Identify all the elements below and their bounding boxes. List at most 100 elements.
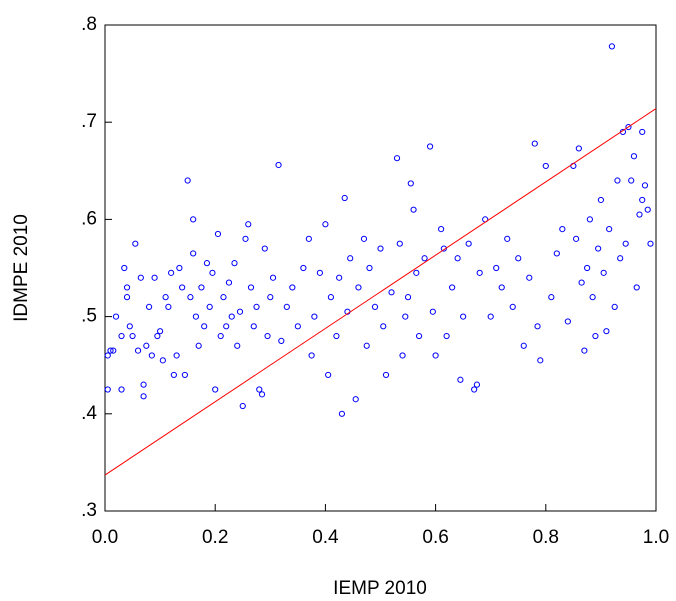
point — [399, 352, 406, 359]
point — [154, 332, 161, 340]
point — [377, 245, 384, 252]
point — [633, 284, 640, 291]
point — [173, 352, 180, 359]
point — [465, 240, 472, 247]
point — [382, 371, 390, 379]
point — [234, 342, 241, 349]
point — [267, 294, 274, 301]
point — [107, 347, 114, 354]
point — [407, 180, 414, 187]
point — [589, 294, 596, 301]
y-tick-label: .8 — [81, 14, 97, 35]
point — [404, 294, 412, 301]
point — [363, 342, 370, 349]
point — [159, 357, 166, 364]
point — [415, 332, 423, 340]
point — [212, 386, 219, 393]
y-tick-label: .5 — [81, 306, 97, 327]
point — [438, 226, 445, 233]
point — [217, 332, 224, 340]
point — [338, 410, 346, 417]
point — [578, 279, 585, 286]
point — [275, 161, 282, 169]
point — [157, 328, 164, 335]
point — [121, 264, 128, 272]
point — [471, 386, 478, 393]
point — [162, 294, 169, 301]
point — [559, 226, 566, 233]
point — [586, 216, 593, 223]
y-tick-label: .3 — [81, 500, 97, 521]
point — [239, 402, 246, 410]
point — [520, 342, 527, 349]
point — [603, 328, 610, 335]
point — [258, 391, 266, 398]
point — [294, 323, 301, 330]
point — [366, 264, 373, 272]
point — [261, 245, 268, 252]
point — [531, 140, 538, 147]
point — [242, 235, 249, 242]
point — [206, 303, 213, 310]
point — [454, 255, 461, 262]
point — [336, 274, 343, 281]
point — [104, 386, 111, 393]
point — [192, 313, 200, 320]
point — [630, 153, 638, 160]
point — [104, 352, 111, 359]
point — [432, 352, 439, 359]
point — [231, 260, 238, 267]
point — [203, 260, 211, 267]
x-tick-label: 0.4 — [312, 527, 339, 548]
point — [333, 332, 340, 340]
point — [278, 337, 285, 344]
point — [380, 323, 387, 330]
y-tick-label: .6 — [81, 208, 97, 229]
point — [209, 269, 216, 276]
point — [110, 347, 117, 354]
fit-line — [104, 108, 657, 476]
point — [264, 332, 271, 340]
point — [140, 393, 147, 400]
point — [134, 347, 142, 354]
point — [515, 255, 522, 262]
point — [289, 284, 296, 291]
point — [647, 240, 654, 247]
point — [639, 128, 646, 136]
point — [201, 323, 208, 330]
point — [608, 43, 616, 50]
point — [457, 376, 464, 383]
point — [606, 226, 613, 233]
y-tick-label: .7 — [81, 111, 97, 132]
point — [440, 245, 447, 252]
point — [181, 371, 188, 379]
x-tick-label: 1.0 — [643, 527, 669, 548]
point — [396, 240, 403, 247]
point — [597, 196, 605, 204]
point — [269, 274, 277, 281]
point — [564, 318, 571, 325]
point — [537, 357, 544, 364]
point — [388, 289, 395, 296]
point — [526, 274, 533, 281]
point — [581, 347, 588, 354]
point — [170, 371, 177, 379]
point — [311, 313, 318, 320]
point — [151, 274, 158, 281]
point — [256, 386, 263, 393]
point — [600, 269, 607, 276]
point — [622, 240, 629, 247]
point — [504, 235, 511, 242]
point — [595, 245, 602, 252]
point — [352, 396, 359, 403]
point — [449, 284, 456, 291]
point — [460, 313, 467, 320]
point — [223, 323, 230, 330]
point — [198, 284, 205, 291]
point — [300, 264, 307, 272]
point — [509, 303, 516, 310]
point — [143, 342, 150, 349]
x-axis-label: IEMP 2010 — [333, 578, 427, 599]
point — [214, 230, 222, 238]
